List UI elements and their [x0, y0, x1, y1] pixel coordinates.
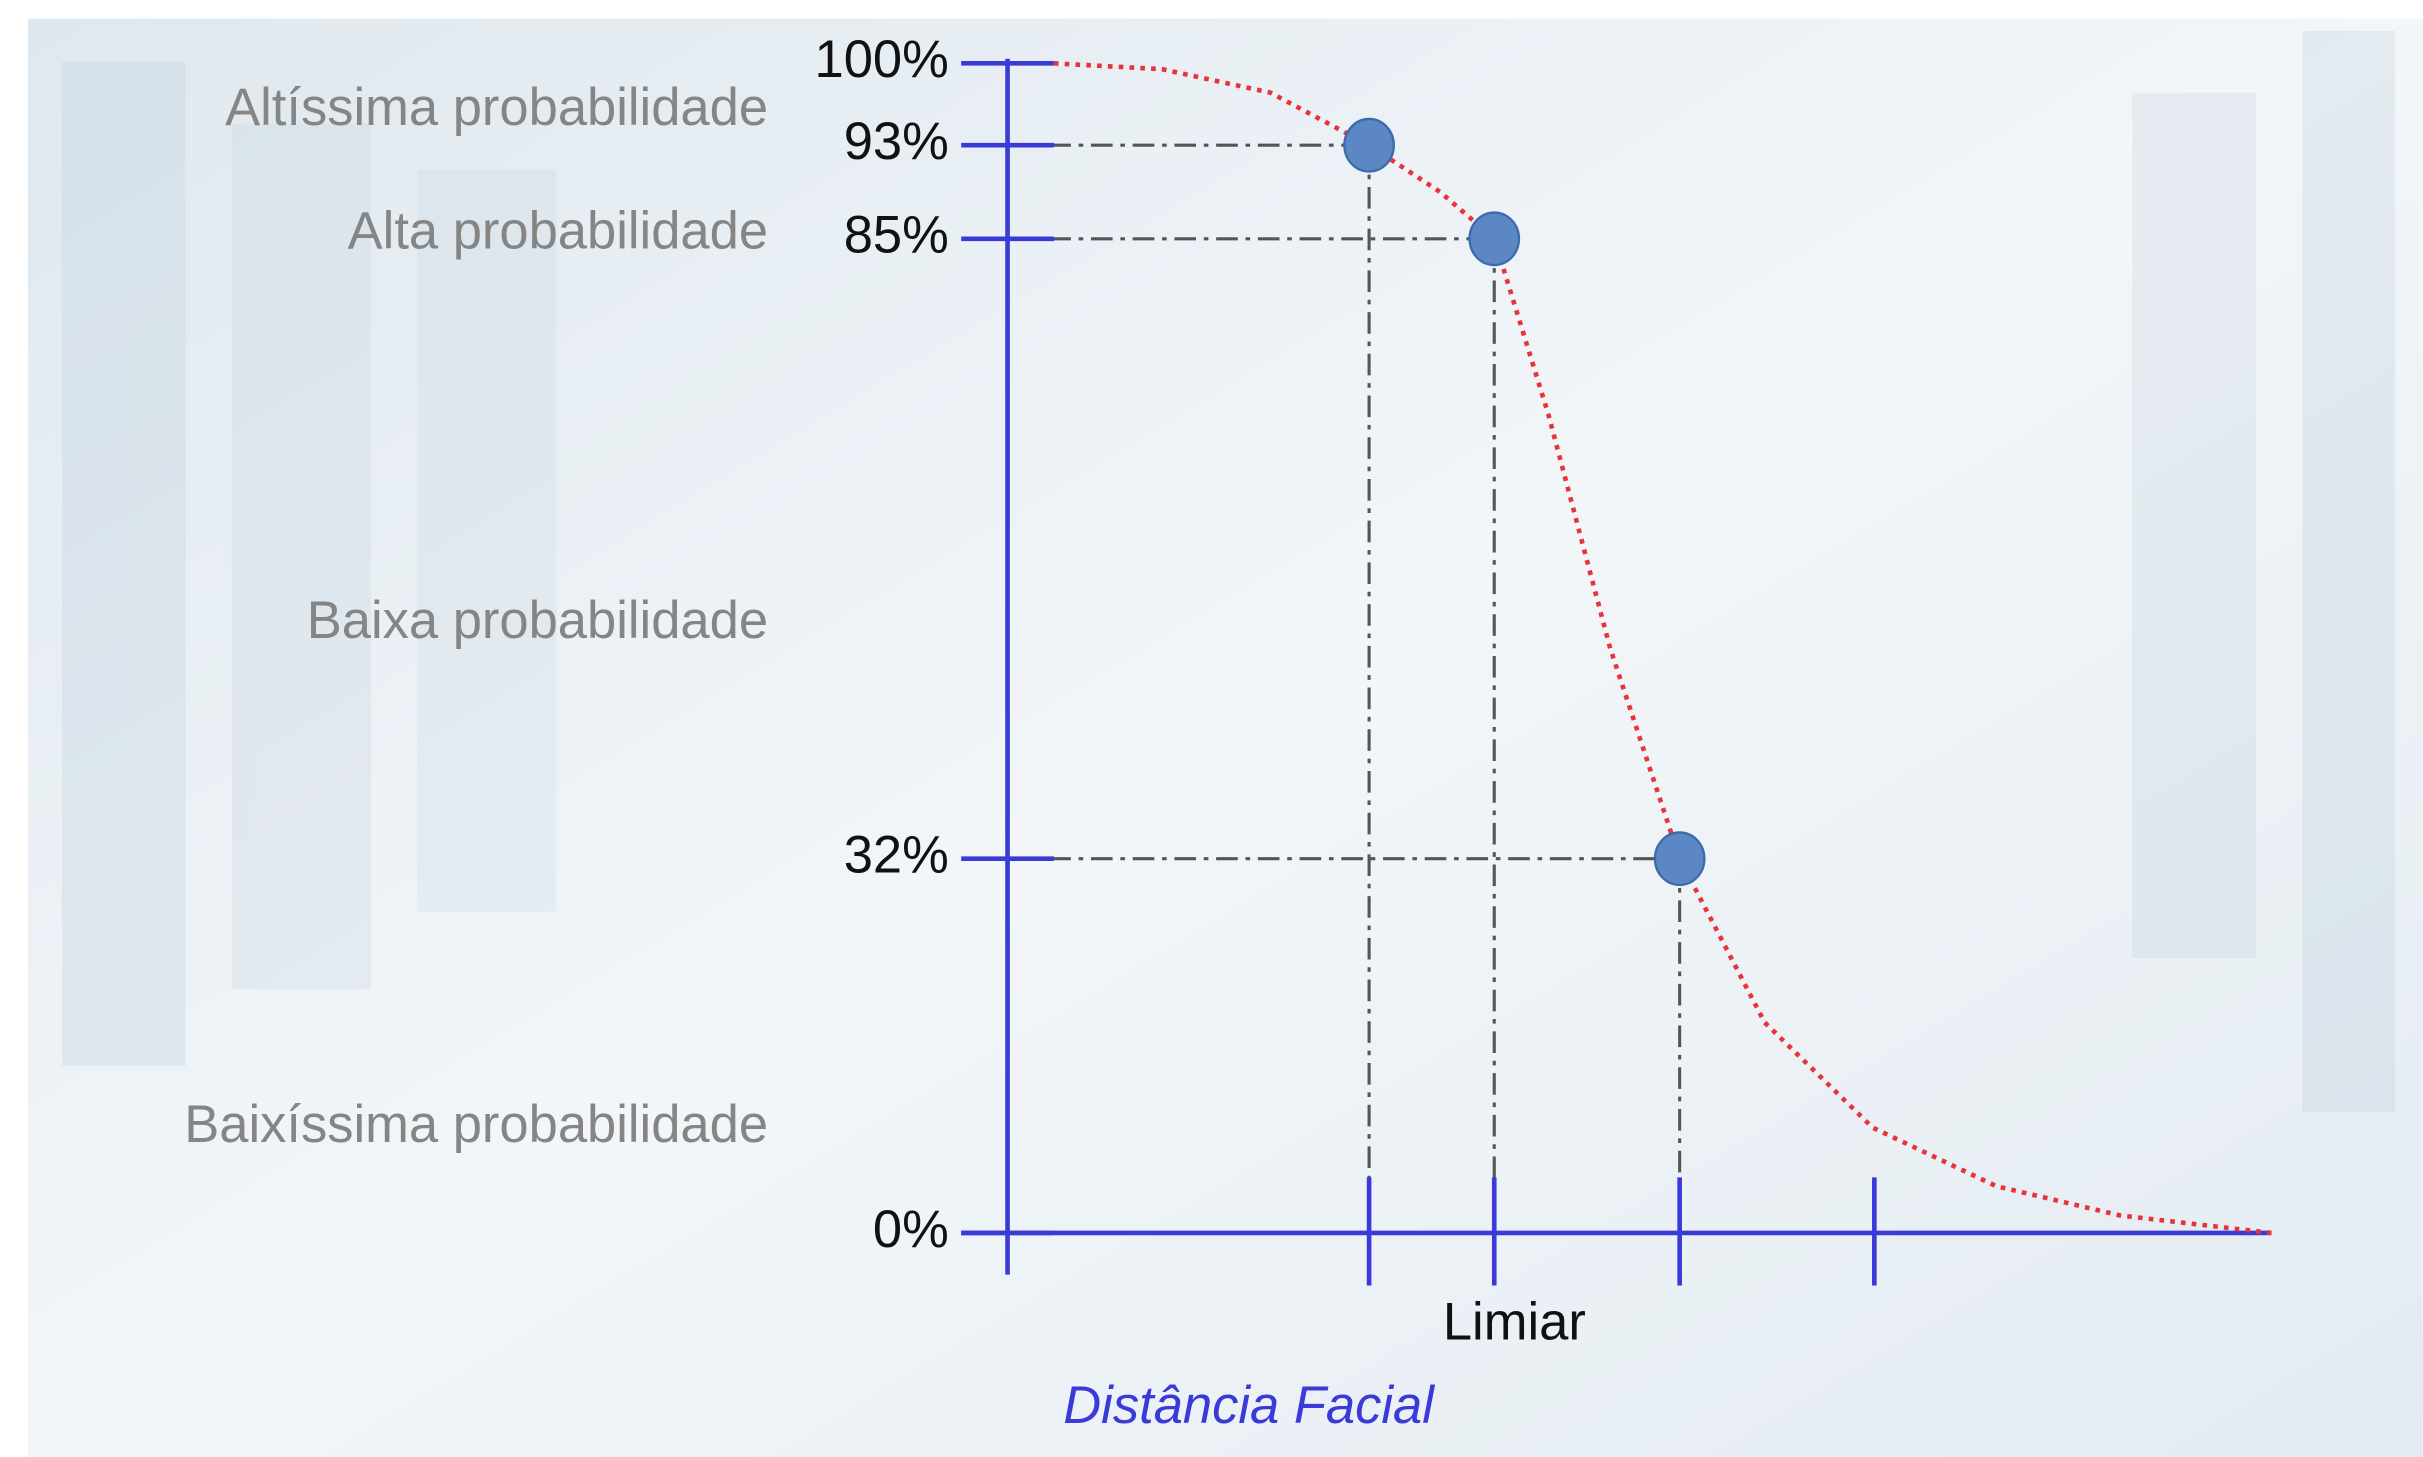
- zone-label: Altíssima probabilidade: [225, 78, 768, 137]
- probability-curve: [1053, 61, 2272, 1236]
- threshold-label: Limiar: [1443, 1293, 1586, 1352]
- data-point: [1343, 117, 1395, 173]
- zone-label: Alta probabilidade: [348, 202, 768, 261]
- y-tick-label: 100%: [815, 30, 949, 89]
- y-tick-label: 93%: [844, 112, 949, 171]
- data-point: [1468, 211, 1521, 267]
- background: [27, 18, 2423, 1457]
- data-point: [1653, 831, 1706, 887]
- x-axis-label: Distância Facial: [1063, 1376, 1435, 1435]
- y-tick-label: 85%: [844, 206, 949, 265]
- y-tick-label: 0%: [873, 1200, 949, 1259]
- background-decor: [61, 30, 2396, 1113]
- zone-label: Baixa probabilidade: [307, 591, 768, 650]
- zone-label: Baixíssima probabilidade: [184, 1095, 768, 1154]
- y-tick-label: 32%: [844, 826, 949, 885]
